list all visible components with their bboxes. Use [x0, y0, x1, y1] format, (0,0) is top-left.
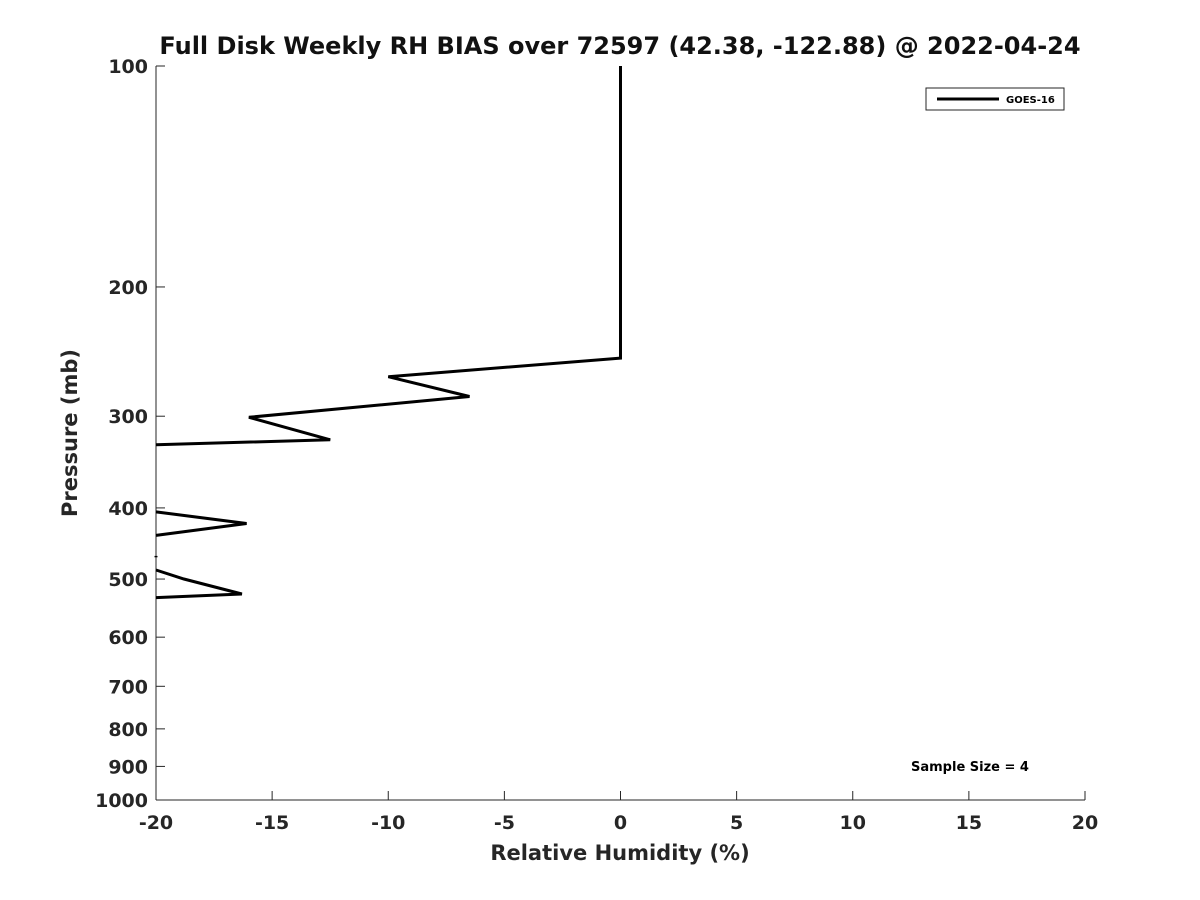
y-tick-label: 600 — [108, 627, 148, 649]
y-tick-label: 300 — [108, 406, 148, 428]
series-line-goes-16 — [155, 568, 243, 600]
series-line-goes-16 — [155, 510, 247, 537]
x-tick-label: -10 — [371, 812, 405, 834]
y-tick-label: 700 — [108, 676, 148, 698]
y-axis-label: Pressure (mb) — [58, 349, 82, 517]
y-tick-label: 400 — [108, 498, 148, 520]
x-ticks: -20 -15 -10 -5 0 5 10 15 20 — [139, 791, 1098, 834]
x-tick-label: 0 — [614, 812, 627, 834]
series-group — [154, 66, 622, 600]
x-axis-label: Relative Humidity (%) — [490, 841, 749, 865]
y-tick-label: 200 — [108, 277, 148, 299]
y-tick-label: 900 — [108, 756, 148, 778]
x-tick-label: 15 — [956, 812, 982, 834]
legend-label-goes-16: GOES-16 — [1006, 95, 1055, 106]
y-ticks: 100 200 300 400 500 600 700 800 900 1000 — [95, 56, 165, 812]
x-tick-label: -15 — [255, 812, 289, 834]
x-tick-label: 20 — [1072, 812, 1098, 834]
x-tick-label: -5 — [494, 812, 515, 834]
sample-size-annotation: Sample Size = 4 — [911, 760, 1029, 775]
x-tick-label: 10 — [840, 812, 866, 834]
x-tick-label: -20 — [139, 812, 173, 834]
y-tick-label: 500 — [108, 569, 148, 591]
y-tick-label: 800 — [108, 719, 148, 741]
series-line-goes-16 — [155, 66, 622, 447]
chart-title: Full Disk Weekly RH BIAS over 72597 (42.… — [159, 32, 1080, 60]
y-tick-label: 1000 — [95, 790, 148, 812]
y-tick-label: 100 — [108, 56, 148, 78]
x-tick-label: 5 — [730, 812, 743, 834]
legend: GOES-16 — [925, 87, 1065, 111]
